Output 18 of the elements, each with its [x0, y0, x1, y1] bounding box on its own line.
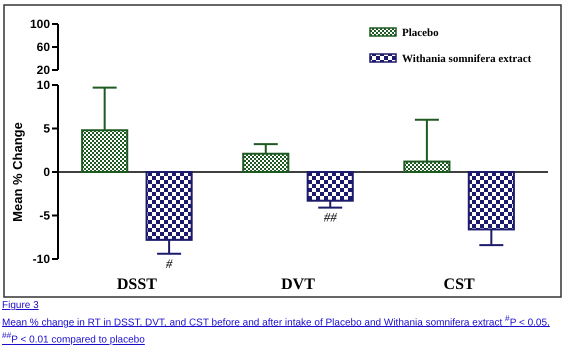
text: 20 [36, 63, 50, 78]
x-tick-label: DSST [116, 276, 158, 293]
y-tick-label: 5 [43, 122, 50, 136]
y-axis-title: Mean % Change [10, 122, 25, 222]
x-tick-label: CST [444, 276, 475, 293]
caption: Figure 3 [2, 300, 40, 312]
y-tick-label: -5 [39, 208, 50, 223]
text: 60 [36, 40, 50, 54]
y-tick-label: 10 [36, 78, 50, 92]
legend-label: Placebo [402, 27, 440, 39]
text: Mean % change in RT in DSST, DVT, and CST before and after intake of Placebo and Withania somnifera extract $^{#}$P < 0.05, $^{##}$P < 0.01 compared to placebo [2, 313, 550, 345]
text: 100 [30, 17, 50, 32]
legend-label: Withania somnifera extract [402, 53, 532, 65]
y-tick-label: 0 [43, 165, 50, 180]
annotation: ## [324, 210, 338, 225]
y-tick-label: -10 [32, 252, 50, 266]
annotation: # [166, 256, 173, 271]
x-tick-label: DVT [281, 276, 316, 293]
